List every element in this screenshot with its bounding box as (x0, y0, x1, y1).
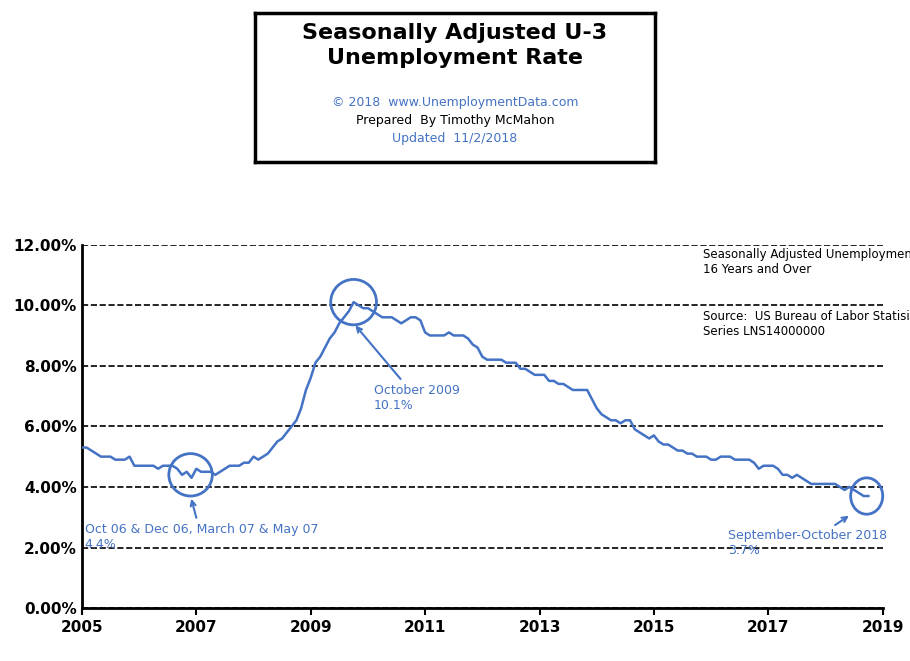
Text: Seasonally Adjusted Unemployment Rate
16 Years and Over: Seasonally Adjusted Unemployment Rate 16… (703, 248, 910, 276)
Text: September-October 2018
3.7%: September-October 2018 3.7% (728, 517, 887, 557)
Text: October 2009
10.1%: October 2009 10.1% (357, 327, 460, 412)
Text: Prepared  By Timothy McMahon: Prepared By Timothy McMahon (356, 114, 554, 127)
Text: Oct 06 & Dec 06, March 07 & May 07
4.4%: Oct 06 & Dec 06, March 07 & May 07 4.4% (85, 501, 318, 551)
Text: Updated  11/2/2018: Updated 11/2/2018 (392, 132, 518, 145)
Text: Source:  US Bureau of Labor Statisitcs
Series LNS14000000: Source: US Bureau of Labor Statisitcs Se… (703, 310, 910, 338)
Text: Seasonally Adjusted U-3
Unemployment Rate: Seasonally Adjusted U-3 Unemployment Rat… (302, 23, 608, 68)
Text: © 2018  www.UnemploymentData.com: © 2018 www.UnemploymentData.com (332, 96, 578, 109)
